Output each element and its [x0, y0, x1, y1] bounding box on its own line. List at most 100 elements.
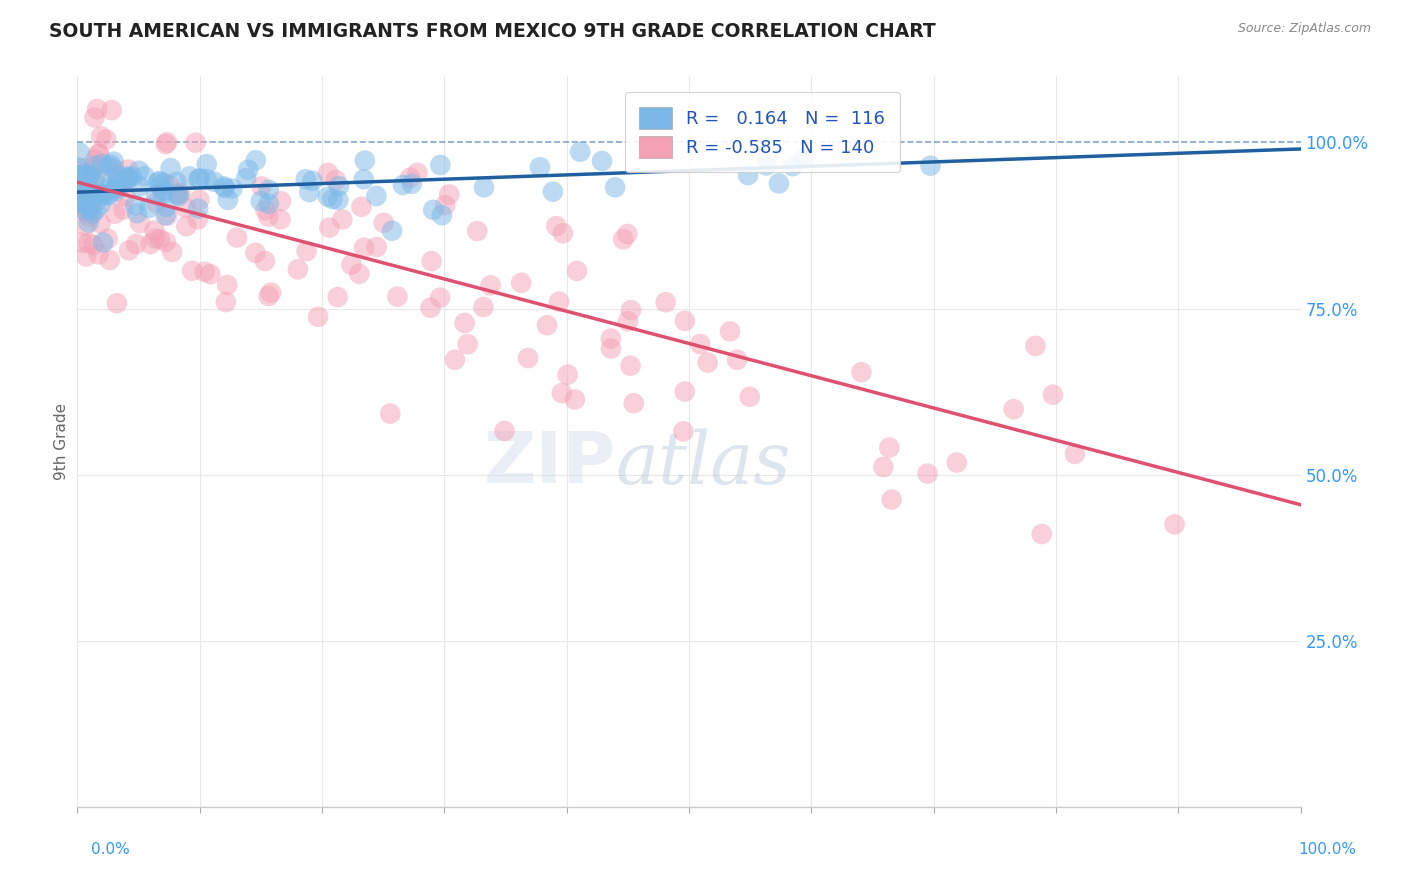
Immigrants from Mexico	[326, 290, 349, 304]
Immigrants from Mexico	[187, 212, 209, 227]
Immigrants from Mexico	[155, 137, 177, 152]
South Americans	[98, 160, 121, 174]
South Americans	[179, 169, 201, 184]
South Americans	[301, 174, 323, 188]
South Americans	[353, 153, 375, 168]
South Americans	[166, 187, 188, 202]
Immigrants from Mexico	[143, 223, 166, 237]
South Americans	[70, 202, 93, 216]
Immigrants from Mexico	[1002, 402, 1025, 417]
Immigrants from Mexico	[880, 492, 903, 507]
South Americans	[105, 184, 128, 198]
South Americans	[166, 175, 188, 189]
Immigrants from Mexico	[257, 210, 280, 224]
Immigrants from Mexico	[457, 337, 479, 351]
Immigrants from Mexico	[479, 278, 502, 293]
Immigrants from Mexico	[851, 365, 873, 379]
South Americans	[70, 176, 93, 190]
Immigrants from Mexico	[84, 170, 107, 185]
Immigrants from Mexico	[696, 355, 718, 369]
Immigrants from Mexico	[620, 303, 643, 318]
Immigrants from Mexico	[551, 227, 574, 241]
Immigrants from Mexico	[689, 337, 711, 351]
Immigrants from Mexico	[194, 265, 217, 279]
South Americans	[103, 169, 125, 184]
South Americans	[77, 202, 100, 216]
Text: Source: ZipAtlas.com: Source: ZipAtlas.com	[1237, 22, 1371, 36]
South Americans	[103, 154, 125, 169]
Immigrants from Mexico	[465, 224, 488, 238]
South Americans	[422, 202, 444, 217]
Immigrants from Mexico	[118, 244, 141, 258]
Immigrants from Mexico	[75, 250, 97, 264]
Immigrants from Mexico	[128, 216, 150, 230]
Immigrants from Mexico	[87, 247, 110, 261]
South Americans	[121, 169, 143, 184]
Immigrants from Mexico	[254, 203, 277, 218]
Immigrants from Mexico	[623, 396, 645, 410]
Immigrants from Mexico	[325, 173, 347, 187]
South Americans	[117, 169, 139, 184]
South Americans	[117, 172, 139, 186]
Immigrants from Mexico	[599, 342, 621, 356]
South Americans	[322, 192, 344, 206]
Immigrants from Mexico	[672, 425, 695, 439]
Immigrants from Mexico	[69, 198, 91, 212]
Immigrants from Mexico	[90, 129, 112, 144]
Immigrants from Mexico	[316, 166, 339, 180]
Immigrants from Mexico	[139, 237, 162, 252]
South Americans	[591, 154, 613, 169]
Immigrants from Mexico	[77, 236, 100, 251]
Immigrants from Mexico	[673, 314, 696, 328]
South Americans	[134, 169, 156, 183]
South Americans	[104, 181, 127, 195]
South Americans	[401, 177, 423, 191]
Immigrants from Mexico	[1064, 447, 1087, 461]
South Americans	[541, 185, 564, 199]
Immigrants from Mexico	[453, 316, 475, 330]
Immigrants from Mexico	[184, 136, 207, 150]
South Americans	[755, 158, 778, 172]
Immigrants from Mexico	[257, 289, 280, 303]
Immigrants from Mexico	[548, 294, 571, 309]
South Americans	[381, 224, 404, 238]
Immigrants from Mexico	[287, 262, 309, 277]
South Americans	[79, 202, 101, 216]
South Americans	[70, 187, 93, 202]
Immigrants from Mexico	[125, 237, 148, 252]
South Americans	[212, 179, 235, 194]
Immigrants from Mexico	[269, 212, 291, 227]
Immigrants from Mexico	[350, 200, 373, 214]
Immigrants from Mexico	[143, 231, 166, 245]
Immigrants from Mexico	[217, 277, 239, 292]
Immigrants from Mexico	[718, 325, 741, 339]
South Americans	[328, 193, 350, 207]
Immigrants from Mexico	[90, 217, 112, 231]
South Americans	[128, 179, 150, 194]
Immigrants from Mexico	[1024, 339, 1046, 353]
South Americans	[195, 157, 218, 171]
Text: ZIP: ZIP	[484, 429, 616, 498]
Immigrants from Mexico	[104, 207, 127, 221]
Immigrants from Mexico	[84, 153, 107, 167]
South Americans	[105, 179, 128, 194]
South Americans	[920, 159, 942, 173]
Immigrants from Mexico	[1163, 517, 1185, 532]
South Americans	[430, 208, 453, 222]
South Americans	[84, 176, 107, 190]
South Americans	[159, 161, 181, 176]
South Americans	[67, 196, 90, 211]
South Americans	[91, 157, 114, 171]
Immigrants from Mexico	[87, 147, 110, 161]
South Americans	[152, 176, 174, 190]
Immigrants from Mexico	[86, 102, 108, 116]
South Americans	[353, 172, 375, 186]
Immigrants from Mexico	[295, 244, 318, 259]
Immigrants from Mexico	[155, 235, 177, 249]
South Americans	[73, 165, 96, 179]
Immigrants from Mexico	[96, 132, 118, 146]
South Americans	[77, 215, 100, 229]
Immigrants from Mexico	[181, 264, 204, 278]
Text: SOUTH AMERICAN VS IMMIGRANTS FROM MEXICO 9TH GRADE CORRELATION CHART: SOUTH AMERICAN VS IMMIGRANTS FROM MEXICO…	[49, 22, 936, 41]
South Americans	[187, 202, 209, 216]
